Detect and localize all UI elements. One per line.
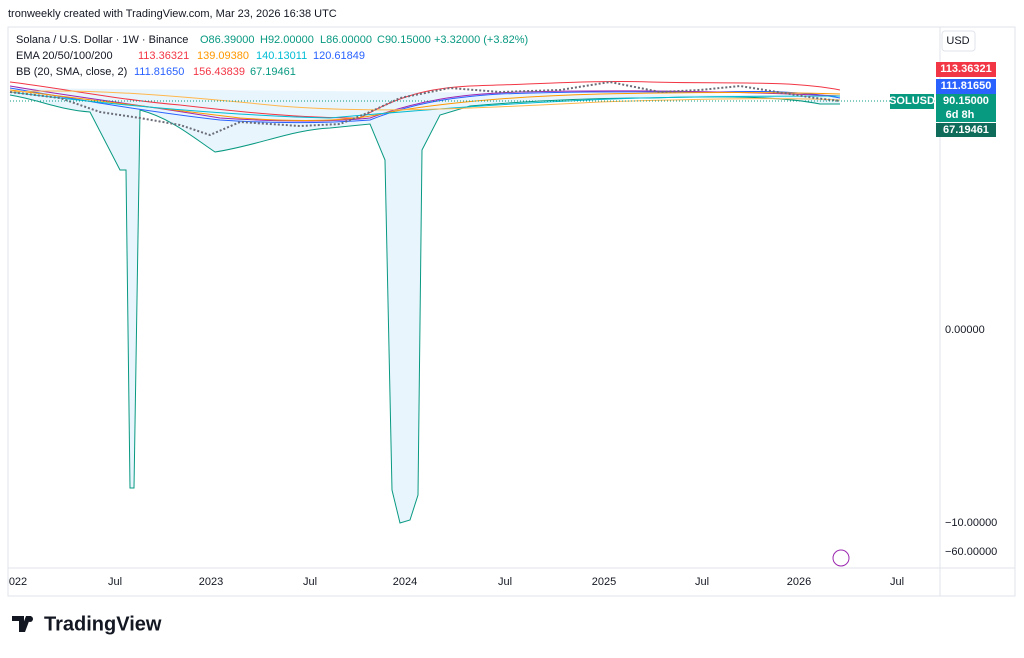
tag: 67.19461 [943,124,989,136]
ema-value: 140.13011 [256,50,307,62]
time-label: Jul [695,576,709,588]
tag: 6d 8h [946,109,975,121]
time-label: 2026 [787,576,811,588]
tag: 111.81650 [941,80,992,92]
chart-frame [7,26,1016,597]
logo-dot [27,616,33,622]
time-label: 2023 [199,576,223,588]
close: C90.15000 [377,34,431,46]
ema-value: 120.61849 [313,50,365,62]
change: +3.32000 (+3.82%) [434,34,528,46]
high: H92.00000 [260,34,314,46]
time-label: 022 [9,576,27,588]
ema-value: 139.09380 [197,50,249,62]
time-label: 2024 [393,576,417,588]
plot [9,80,940,567]
tag-bg [936,94,996,122]
ema-name: EMA 20/50/100/200 [16,50,113,62]
time-label: Jul [303,576,317,588]
bb-value: 156.43839 [193,66,245,78]
bb-value: 67.19461 [250,66,296,78]
time-label: Jul [108,576,122,588]
low: L86.00000 [320,34,372,46]
time-label: 2025 [592,576,616,588]
currency-button[interactable] [941,30,976,52]
brand: TradingView [44,613,162,635]
logo: TradingView [12,613,162,635]
logo-mark [12,616,31,632]
currency: USD [946,35,969,47]
time-label: Jul [890,576,904,588]
caption: tronweekly created with TradingView.com,… [8,8,337,20]
symbol: Solana / U.S. Dollar · 1W · Binance [16,34,188,46]
ema [9,90,841,111]
time-label: Jul [498,576,512,588]
price-label: −60.00000 [945,546,997,558]
price-label: −10.00000 [945,517,997,529]
bb-value: 111.81650 [134,66,184,78]
open: O86.39000 [200,34,254,46]
time-axis: 022 Jul 2023 Jul 2024 Jul 2025 Jul 2026 Jul [9,576,904,588]
ema-value: 113.36321 [138,50,189,62]
bb-name: BB (20, SMA, close, 2) [16,66,127,78]
tag-bg [936,79,996,94]
symbol-tag: SOLUSD [889,95,935,107]
tag-bg [890,94,934,109]
candles [9,80,841,137]
tag: 90.15000 [943,95,989,107]
tag-bg [936,123,996,137]
price-label: 0.00000 [945,324,985,336]
icon [832,549,850,567]
tag-bg [936,62,996,77]
bb-upper [9,80,841,119]
tag: 113.36321 [940,63,991,75]
